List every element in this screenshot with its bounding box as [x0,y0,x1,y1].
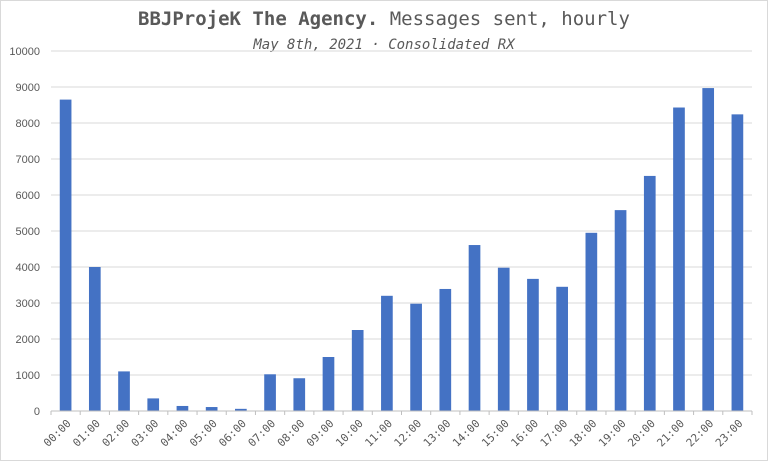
bar-09:00 [322,357,335,411]
bar-14:00 [468,245,481,411]
bar-20:00 [643,175,656,411]
y-tick-label: 5000 [16,226,40,238]
chart-title: BBJProjeK The Agency. Messages sent, hou… [0,8,768,30]
x-tick-label: 05:00 [187,417,220,450]
x-tick-label: 13:00 [421,417,454,450]
x-tick-label: 02:00 [100,417,133,450]
x-tick-label: 23:00 [713,417,746,450]
bar-02:00 [118,371,130,411]
chart-subtitle: May 8th, 2021 · Consolidated RX [253,37,515,53]
x-tick-label: 14:00 [450,417,483,450]
y-tick-label: 8000 [16,118,40,130]
bar-03:00 [147,398,160,411]
x-tick-label: 08:00 [275,417,308,450]
x-tick-label: 07:00 [246,417,279,450]
bar-22:00 [702,88,715,411]
x-tick-label: 21:00 [654,417,687,450]
x-tick-label: 03:00 [129,417,162,450]
y-axis-ticks: 0 1000 2000 3000 4000 5000 6000 7000 8000 9000 100… [9,46,40,418]
y-tick-label: 1000 [16,370,40,382]
x-tick-label: 00:00 [41,417,74,450]
y-tick-label: 0 [34,406,40,418]
x-tick-label: 16:00 [508,417,541,450]
bar-11:00 [381,295,393,411]
bar-23:00 [731,114,744,412]
x-tick-label: 18:00 [567,417,600,450]
y-tick-label: 2000 [16,334,40,346]
bars [59,88,744,412]
x-tick-label: 11:00 [362,417,395,450]
y-tick-label: 10000 [9,46,40,58]
bar-13:00 [439,288,452,411]
bar-21:00 [673,107,685,412]
x-tick-label: 22:00 [684,417,717,450]
x-tick-label: 17:00 [538,417,571,450]
y-tick-label: 3000 [16,298,40,310]
bar-15:00 [497,267,510,411]
x-tick-label: 06:00 [216,417,249,450]
y-tick-label: 6000 [16,190,40,202]
bar-16:00 [527,278,539,411]
y-tick-label: 4000 [16,262,40,274]
bar-04:00 [176,405,189,411]
bar-19:00 [614,210,627,411]
x-tick-label: 12:00 [392,417,425,450]
x-tick-label: 19:00 [596,417,629,450]
bar-10:00 [351,330,364,411]
bar-07:00 [264,374,276,411]
bar-12:00 [410,303,422,411]
y-tick-label: 9000 [16,82,40,94]
bar-17:00 [556,286,568,411]
chart-title-rest: Messages sent, hourly [378,8,630,30]
bar-05:00 [205,407,218,411]
bar-18:00 [585,232,598,411]
bar-08:00 [293,378,306,411]
x-axis-ticks: 00:0001:0002:0003:0004:0005:0006:0007:00… [41,411,753,450]
x-tick-label: 04:00 [158,417,191,450]
x-tick-label: 20:00 [625,417,658,450]
bar-00:00 [59,99,72,411]
x-tick-label: 09:00 [304,417,337,450]
bar-06:00 [235,408,247,411]
chart-title-brand: BBJProjeK The Agency. [138,8,379,30]
y-tick-label: 7000 [16,154,40,166]
x-tick-label: 01:00 [70,417,103,450]
x-tick-label: 10:00 [333,417,366,450]
bar-01:00 [88,267,101,411]
x-tick-label: 15:00 [479,417,512,450]
gridlines [51,50,752,376]
